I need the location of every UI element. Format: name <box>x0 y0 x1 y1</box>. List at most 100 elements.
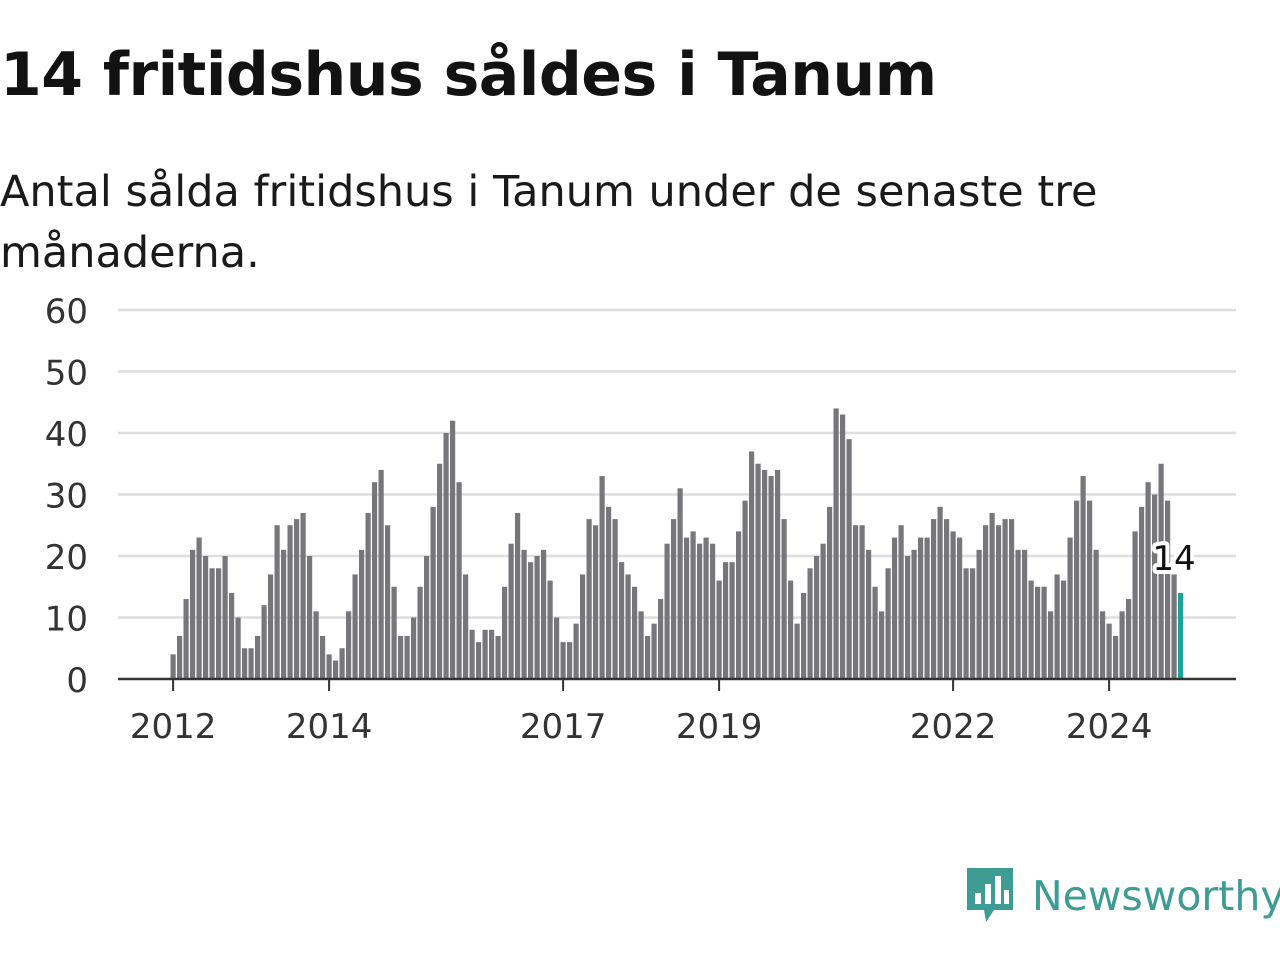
bar <box>885 568 891 679</box>
bar <box>352 574 358 679</box>
bar <box>1080 476 1086 679</box>
bar <box>697 543 703 679</box>
bar <box>710 543 716 679</box>
bar <box>632 586 638 679</box>
bar <box>1113 635 1119 679</box>
bar <box>372 482 378 679</box>
bar <box>703 537 709 679</box>
bar <box>437 463 443 679</box>
bar <box>1002 519 1008 679</box>
bar <box>378 469 384 679</box>
bar <box>456 482 462 679</box>
bar <box>1048 611 1054 679</box>
bar <box>580 574 586 679</box>
bar <box>430 506 436 679</box>
bar <box>1087 500 1093 679</box>
bar <box>879 611 885 679</box>
bar <box>872 586 878 679</box>
bar <box>326 654 332 679</box>
bar <box>827 506 833 679</box>
bar <box>300 512 306 679</box>
bar <box>209 568 215 679</box>
bar <box>911 549 917 679</box>
bar <box>859 525 865 679</box>
bar <box>898 525 904 679</box>
bar <box>840 414 846 679</box>
bar <box>749 451 755 679</box>
y-tick-label: 0 <box>66 661 88 701</box>
bar <box>892 537 898 679</box>
bar <box>820 543 826 679</box>
bar <box>391 586 397 679</box>
bar <box>976 549 982 679</box>
bar <box>469 629 475 679</box>
bar <box>866 549 872 679</box>
bar <box>248 648 254 679</box>
bar <box>502 586 508 679</box>
bar <box>255 635 261 679</box>
bar <box>463 574 469 679</box>
chart-subtitle: Antal sålda fritidshus i Tanum under de … <box>0 167 1098 278</box>
bar <box>313 611 319 679</box>
bar <box>450 420 456 679</box>
bar <box>365 512 371 679</box>
bar <box>190 549 196 679</box>
bar <box>794 623 800 679</box>
bar <box>970 568 976 679</box>
bar <box>339 648 345 679</box>
bar <box>177 635 183 679</box>
bar <box>443 433 449 679</box>
bar <box>1119 611 1125 679</box>
bar <box>489 629 495 679</box>
bar <box>723 562 729 679</box>
bar <box>534 556 540 679</box>
bar <box>846 439 852 679</box>
bar <box>1145 482 1151 679</box>
bar <box>671 519 677 679</box>
bar <box>937 506 943 679</box>
bar <box>963 568 969 679</box>
newsworthy-logo-icon <box>967 868 1013 922</box>
bar <box>716 580 722 679</box>
bar <box>1009 519 1015 679</box>
bar <box>801 592 807 679</box>
bar <box>170 654 176 679</box>
bar <box>482 629 488 679</box>
brand-name: Newsworthy <box>1032 872 1280 920</box>
bar <box>1100 611 1106 679</box>
bar <box>359 549 365 679</box>
bar <box>1022 549 1028 679</box>
bar <box>586 519 592 679</box>
bar <box>781 519 787 679</box>
bar <box>476 642 482 679</box>
x-tick-label: 2014 <box>286 707 373 747</box>
bar <box>385 525 391 679</box>
bar <box>833 408 839 679</box>
bar-highlight <box>1178 592 1184 679</box>
bar <box>1093 549 1099 679</box>
bar <box>196 537 202 679</box>
bar <box>1015 549 1021 679</box>
x-tick-label: 2012 <box>130 707 217 747</box>
bar <box>729 562 735 679</box>
last-value-label: 14 <box>1152 539 1195 579</box>
bar <box>762 469 768 679</box>
y-tick-label: 30 <box>45 477 88 517</box>
bar <box>521 549 527 679</box>
bar <box>1041 586 1047 679</box>
bar <box>1028 580 1034 679</box>
bar <box>567 642 573 679</box>
bar <box>1035 586 1041 679</box>
bar <box>222 556 228 679</box>
bar <box>950 531 956 679</box>
bar <box>658 599 664 679</box>
bar <box>554 617 560 679</box>
bar <box>983 525 989 679</box>
bar <box>404 635 410 679</box>
bar <box>203 556 209 679</box>
bar <box>989 512 995 679</box>
bar <box>235 617 241 679</box>
bar <box>333 660 339 679</box>
bar <box>651 623 657 679</box>
